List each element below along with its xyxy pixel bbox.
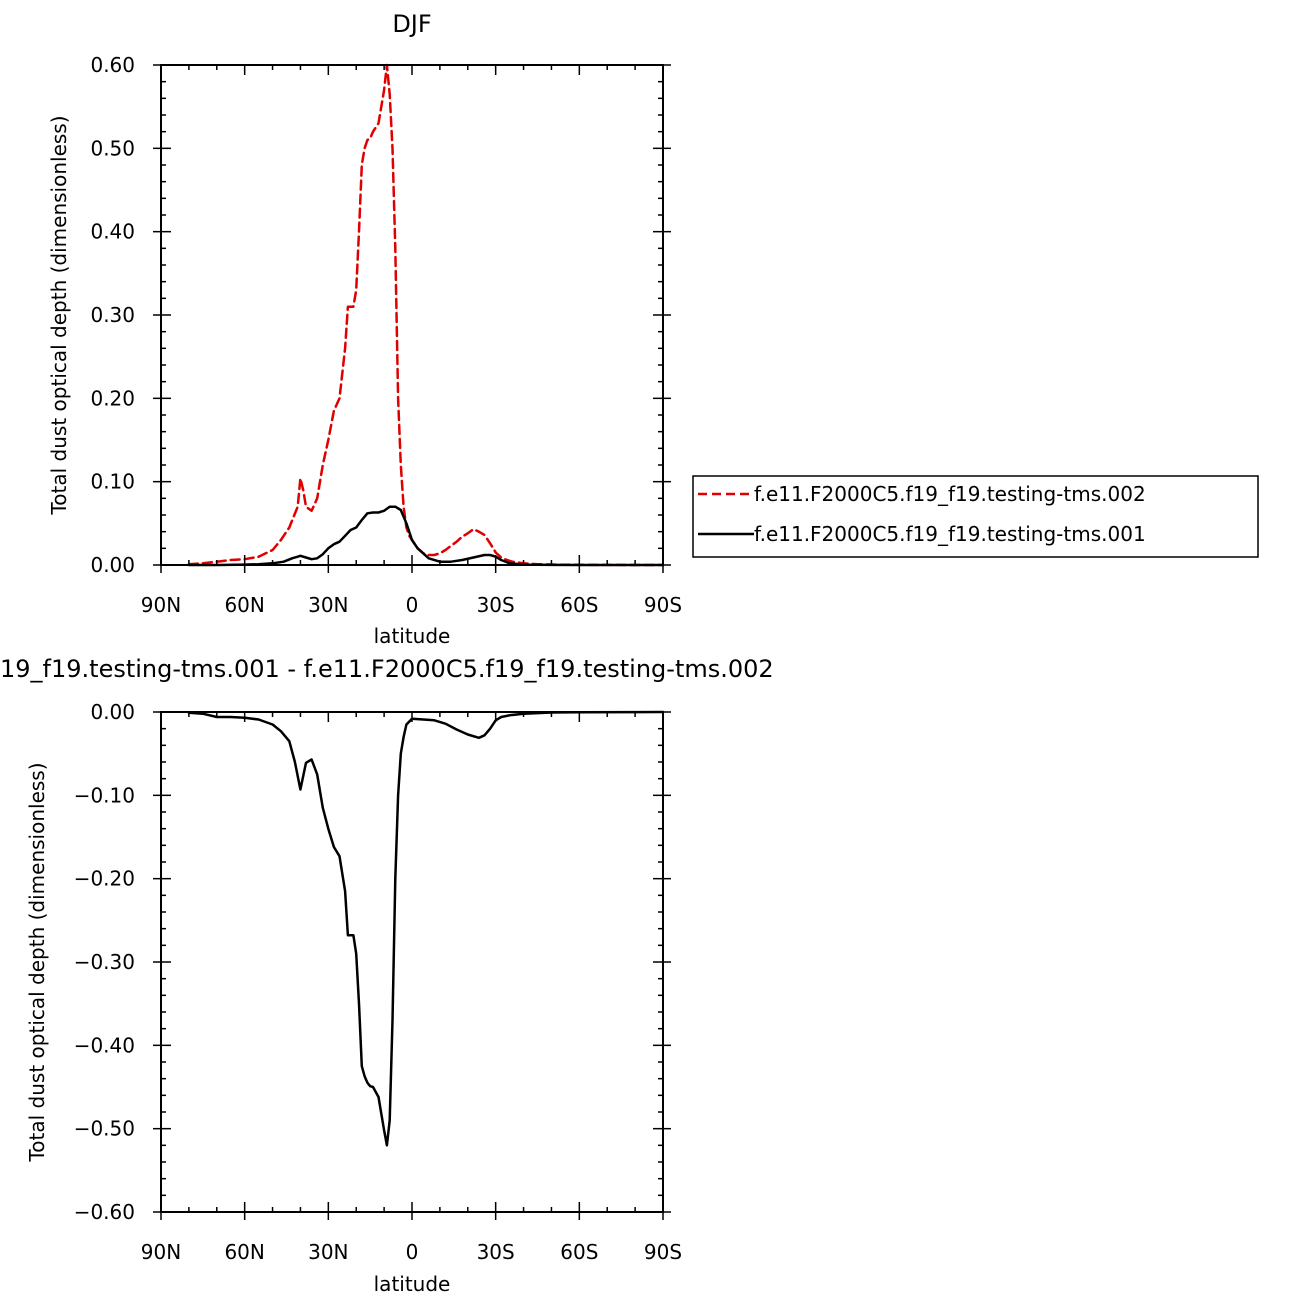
bottom-y-tick-label: −0.10 (74, 783, 135, 807)
bottom-y-tick-label: 0.00 (90, 700, 135, 724)
top-y-tick-label: 0.00 (90, 553, 135, 577)
bottom-y-axis-title: Total dust optical depth (dimensionless) (25, 762, 49, 1162)
bottom-y-tick-label: −0.20 (74, 867, 135, 891)
top-x-tick-label: 60S (560, 593, 598, 617)
top-chart-title: DJF (392, 10, 431, 38)
bottom-x-tick-label: 90S (644, 1240, 682, 1264)
bottom-x-tick-label: 90N (141, 1240, 181, 1264)
bottom-x-axis-title: latitude (374, 1272, 451, 1296)
top-y-tick-label: 0.20 (90, 386, 135, 410)
top-y-tick-label: 0.10 (90, 470, 135, 494)
bottom-x-tick-label: 60S (560, 1240, 598, 1264)
top-y-tick-label: 0.30 (90, 303, 135, 327)
top-y-tick-label: 0.50 (90, 136, 135, 160)
bottom-chart-title: 19_f19.testing-tms.001 - f.e11.F2000C5.f… (0, 655, 774, 683)
bottom-y-tick-label: −0.30 (74, 950, 135, 974)
bottom-y-tick-label: −0.50 (74, 1117, 135, 1141)
top-plot-frame (160, 64, 664, 566)
top-y-tick-label: 0.60 (90, 53, 135, 77)
top-y-axis-title: Total dust optical depth (dimensionless) (47, 115, 71, 515)
bottom-x-tick-label: 60N (224, 1240, 264, 1264)
top-x-tick-label: 0 (406, 593, 419, 617)
bottom-panel: 19_f19.testing-tms.001 - f.e11.F2000C5.f… (0, 655, 774, 1296)
legend-label-series-2: f.e11.F2000C5.f19_f19.testing-tms.001 (754, 522, 1146, 546)
top-y-tick-label: 0.40 (90, 220, 135, 244)
top-x-tick-label: 90N (141, 593, 181, 617)
top-x-tick-label: 30S (477, 593, 515, 617)
top-series-line-2 (187, 505, 665, 567)
top-panel: DJF 90N 60N 30N 0 30S 60S 90S 0.00 0.10 0.20 0.30 0… (47, 10, 682, 648)
legend: f.e11.F2000C5.f19_f19.testing-tms.002 f.… (692, 475, 1259, 558)
top-x-tick-label: 30N (308, 593, 348, 617)
legend-label-series-1: f.e11.F2000C5.f19_f19.testing-tms.002 (754, 482, 1146, 506)
top-x-tick-label: 60N (224, 593, 264, 617)
top-x-axis-title: latitude (374, 624, 451, 648)
top-series-line-1 (187, 63, 665, 567)
bottom-y-tick-label: −0.60 (74, 1200, 135, 1224)
bottom-x-tick-label: 30N (308, 1240, 348, 1264)
bottom-plot-frame (160, 711, 664, 1213)
top-x-tick-label: 90S (644, 593, 682, 617)
bottom-y-tick-label: −0.40 (74, 1033, 135, 1057)
bottom-series-line-1 (187, 710, 665, 1147)
bottom-x-tick-label: 30S (477, 1240, 515, 1264)
legend-box (692, 475, 1259, 558)
bottom-x-tick-label: 0 (406, 1240, 419, 1264)
